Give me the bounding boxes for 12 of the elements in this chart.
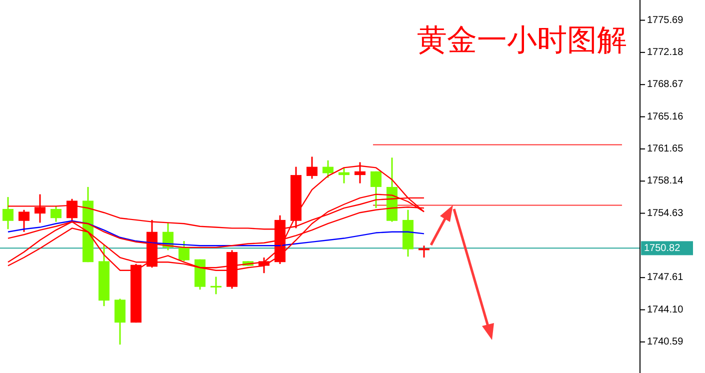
- y-tick-label: 1765.16: [647, 111, 684, 122]
- y-tick-label: 1754.63: [647, 208, 684, 219]
- y-tick-label: 1775.69: [647, 14, 684, 26]
- y-tick-label: 1740.59: [647, 336, 684, 348]
- ref-line-label: 1750.82: [644, 242, 681, 254]
- y-tick-label: 1768.67: [647, 79, 684, 90]
- y-tick-label: 1772.18: [647, 47, 684, 58]
- y-tick-label: 1758.14: [647, 176, 684, 187]
- y-tick-label: 1747.61: [647, 272, 684, 284]
- y-tick-label: 1744.10: [647, 304, 684, 316]
- text: 黄金一小时图解: [417, 24, 627, 57]
- y-tick-label: 1761.65: [647, 144, 684, 155]
